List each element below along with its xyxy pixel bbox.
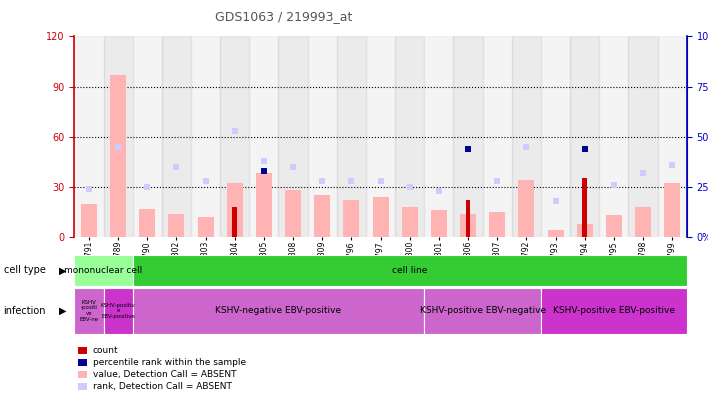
Bar	[518, 180, 535, 237]
Bar	[541, 288, 687, 334]
Bar	[401, 207, 418, 237]
Bar	[453, 36, 483, 237]
Bar	[570, 36, 599, 237]
Bar	[512, 36, 541, 237]
Bar	[249, 36, 278, 237]
Bar	[308, 36, 337, 237]
Bar	[169, 213, 184, 237]
Bar	[256, 173, 272, 237]
Bar	[547, 230, 564, 237]
Bar	[664, 183, 680, 237]
Text: KSHV-positive EBV-negative: KSHV-positive EBV-negative	[420, 306, 546, 315]
Bar	[232, 207, 237, 237]
Bar	[81, 204, 97, 237]
Text: KSHV-negative EBV-positive: KSHV-negative EBV-positive	[215, 306, 341, 315]
Bar	[343, 200, 360, 237]
Text: KSHV-positive EBV-positive: KSHV-positive EBV-positive	[553, 306, 675, 315]
Text: infection: infection	[4, 306, 46, 316]
Bar	[74, 36, 103, 237]
Bar	[337, 36, 366, 237]
Bar	[372, 197, 389, 237]
Bar	[599, 36, 629, 237]
Bar	[431, 210, 447, 237]
Bar	[132, 288, 424, 334]
Text: percentile rank within the sample: percentile rank within the sample	[93, 358, 246, 367]
Bar	[132, 36, 162, 237]
Bar	[541, 36, 570, 237]
Bar	[466, 200, 470, 237]
Bar	[74, 255, 132, 286]
Text: rank, Detection Call = ABSENT: rank, Detection Call = ABSENT	[93, 382, 232, 391]
Bar	[314, 195, 330, 237]
Bar	[489, 212, 506, 237]
Bar	[483, 36, 512, 237]
Bar	[110, 75, 126, 237]
Text: KSHV
-positi
ve
EBV-ne: KSHV -positi ve EBV-ne	[79, 300, 98, 322]
Bar	[366, 36, 395, 237]
Bar	[583, 179, 587, 237]
Bar	[162, 36, 191, 237]
Text: mononuclear cell: mononuclear cell	[64, 266, 142, 275]
Text: cell type: cell type	[4, 265, 45, 275]
Bar	[658, 36, 687, 237]
Text: KSHV-positiv
e
EBV-positive: KSHV-positiv e EBV-positive	[101, 303, 135, 319]
Bar	[220, 36, 249, 237]
Bar	[424, 288, 541, 334]
Bar	[139, 209, 155, 237]
Text: GDS1063 / 219993_at: GDS1063 / 219993_at	[215, 10, 352, 23]
Bar	[424, 36, 453, 237]
Text: ▶: ▶	[59, 265, 66, 275]
Bar	[285, 190, 301, 237]
Bar	[460, 213, 476, 237]
Text: count: count	[93, 346, 118, 355]
Bar	[629, 36, 658, 237]
Bar	[103, 36, 132, 237]
Bar	[198, 217, 214, 237]
Bar	[278, 36, 308, 237]
Text: cell line: cell line	[392, 266, 428, 275]
Bar	[74, 288, 103, 334]
Bar	[606, 215, 622, 237]
Bar	[103, 288, 132, 334]
Bar	[227, 183, 243, 237]
Bar	[191, 36, 220, 237]
Bar	[395, 36, 424, 237]
Bar	[635, 207, 651, 237]
Text: ▶: ▶	[59, 306, 66, 316]
Bar	[577, 224, 593, 237]
Text: value, Detection Call = ABSENT: value, Detection Call = ABSENT	[93, 370, 236, 379]
